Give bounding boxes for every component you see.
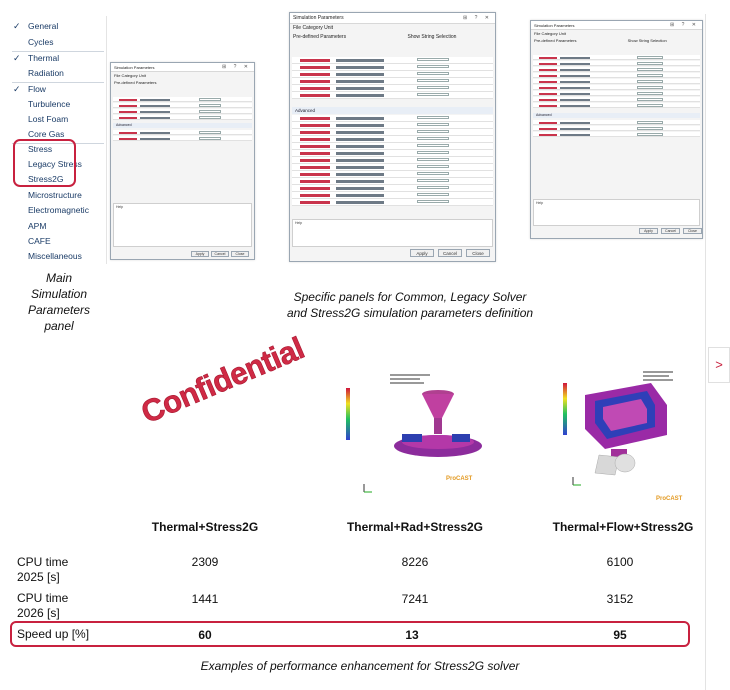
column-header: Thermal+Flow+Stress2G — [552, 520, 694, 534]
menu-separator — [12, 143, 104, 144]
window-menubar[interactable]: File Category Unit — [534, 31, 567, 36]
colorbar — [563, 383, 567, 435]
window-title: Simulation Parameters ⊞ ? ✕ — [531, 21, 702, 30]
row-label-cpu-2026: CPU time 2026 [s] — [17, 591, 69, 620]
table-cell: 8226 — [401, 555, 429, 569]
window-controls-icon[interactable]: ⊞ ? ✕ — [222, 64, 251, 70]
apply-button[interactable]: Apply — [410, 249, 434, 257]
row-label-speedup: Speed up [%] — [17, 627, 90, 641]
table-cell: 6100 — [606, 555, 634, 569]
apply-button[interactable]: Apply — [639, 228, 658, 234]
simulation-parameters-window-legacy: Simulation Parameters ⊞ ? ✕ File Categor… — [289, 12, 496, 262]
predefined-parameters-label: Pre-defined Parameters Show String Selec… — [293, 34, 457, 40]
table-cell: 2309 — [191, 555, 219, 569]
procast-logo: ProCAST — [656, 496, 683, 502]
simulation-parameters-window-stress2g: Simulation Parameters ⊞ ? ✕ File Categor… — [530, 20, 703, 239]
table-cell: 95 — [613, 628, 627, 642]
check-icon: ✓ — [13, 21, 21, 31]
menu-separator — [12, 82, 104, 83]
column-header: Thermal+Stress2G — [151, 520, 259, 534]
close-button[interactable]: Close — [231, 251, 249, 257]
window-title: Simulation Parameters ⊞ ? ✕ — [290, 13, 495, 24]
specific-panels-caption-line2: and Stress2G simulation parameters defin… — [286, 306, 534, 320]
table-cell: 7241 — [401, 592, 429, 606]
window-controls-icon[interactable]: ⊞ ? ✕ — [670, 22, 699, 28]
procast-logo: ProCAST — [446, 476, 473, 482]
main-panel-caption: Main Simulation Parameters panel — [27, 271, 91, 333]
advanced-section[interactable]: Advanced — [533, 113, 700, 118]
check-icon: ✓ — [13, 84, 21, 94]
table-cell: 1441 — [191, 592, 219, 606]
speedup-highlight — [10, 621, 690, 647]
table-cell: 3152 — [606, 592, 634, 606]
simulation-parameters-window-small: Simulation Parameters ⊞ ? ✕ File Categor… — [110, 62, 255, 260]
examples-caption: Examples of performance enhancement for … — [200, 659, 520, 673]
vertical-divider — [705, 14, 706, 690]
stress-group-highlight — [13, 139, 76, 187]
help-panel: Help — [533, 199, 700, 226]
cancel-button[interactable]: Cancel — [661, 228, 680, 234]
close-button[interactable]: Close — [466, 249, 490, 257]
confidential-watermark: Confidential — [136, 330, 310, 431]
close-button[interactable]: Close — [683, 228, 702, 234]
colorbar — [346, 388, 350, 440]
help-panel: Help — [292, 219, 493, 247]
simulation-render-thermal-flow-stress2g — [563, 371, 673, 486]
advanced-section[interactable]: Advanced — [113, 123, 252, 128]
predefined-parameters-label: Pre-defined Parameters Show String Selec… — [534, 38, 667, 43]
cancel-button[interactable]: Cancel — [438, 249, 462, 257]
simulation-render-thermal-rad-stress2g — [346, 374, 482, 493]
column-header: Thermal+Rad+Stress2G — [346, 520, 484, 534]
main-parameters-menu: ✓ General Cycles ✓ Thermal Radiation ✓ F… — [9, 16, 107, 264]
table-cell: 60 — [198, 628, 212, 642]
next-slide-button[interactable]: > — [708, 347, 730, 383]
window-controls-icon[interactable]: ⊞ ? ✕ — [463, 15, 492, 21]
specific-panels-caption-line1: Specific panels for Common, Legacy Solve… — [293, 290, 527, 304]
window-menubar[interactable]: File Category Unit — [293, 25, 334, 31]
window-title: Simulation Parameters ⊞ ? ✕ — [111, 63, 254, 72]
cancel-button[interactable]: Cancel — [211, 251, 229, 257]
predefined-parameters-label: Pre-defined Parameters — [114, 80, 157, 85]
menu-separator — [12, 51, 104, 52]
window-menubar[interactable]: File Category Unit — [114, 73, 147, 78]
row-label-cpu-2025: CPU time 2025 [s] — [17, 555, 69, 584]
help-panel: Help — [113, 203, 252, 247]
table-cell: 13 — [405, 628, 419, 642]
apply-button[interactable]: Apply — [191, 251, 209, 257]
advanced-section[interactable]: Advanced — [292, 107, 493, 114]
check-icon: ✓ — [13, 53, 21, 63]
